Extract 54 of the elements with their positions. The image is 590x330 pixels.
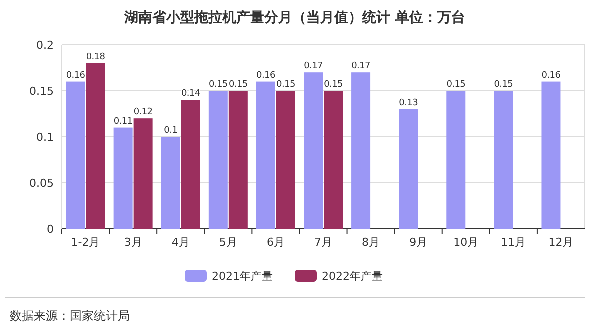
bar [446,91,466,229]
x-tick-label: 1-2月 [71,236,100,249]
source-note: 数据来源：国家统计局 [10,309,130,323]
bar [181,100,200,229]
data-label: 0.16 [542,70,562,81]
data-label: 0.13 [399,98,418,108]
bar [304,72,323,229]
data-label: 0.15 [208,80,228,90]
data-label: 0.15 [324,80,343,90]
data-label: 0.14 [181,89,201,100]
data-label: 0.15 [228,80,248,90]
x-tick-label: 11月 [501,236,526,249]
legend-label: 2021年产量 [212,270,273,283]
bar [276,91,296,229]
bar [161,137,180,229]
data-label: 0.12 [134,108,153,118]
x-tick-label: 10月 [454,236,479,249]
y-tick-label: 0.2 [36,39,54,52]
data-label: 0.15 [276,80,296,90]
bar [352,72,371,229]
x-tick-label: 3月 [124,236,142,249]
data-label: 0.17 [304,62,323,72]
bar [134,118,153,229]
bar [542,82,561,229]
x-tick-label: 4月 [172,236,190,249]
data-label: 0.1 [164,126,178,136]
bar [324,91,343,229]
x-tick-label: 9月 [410,236,428,249]
data-label: 0.15 [494,80,514,90]
bar [494,91,514,229]
x-tick-label: 12月 [548,236,574,249]
x-tick-label: 5月 [219,236,238,249]
legend-label: 2022年产量 [322,270,383,283]
y-tick-label: 0.1 [36,131,54,144]
bar [256,82,276,229]
bar [86,63,106,229]
bar [66,82,86,229]
data-label: 0.16 [66,70,86,81]
y-tick-label: 0.15 [30,85,54,98]
bar [114,128,133,229]
chart-title: 湖南省小型拖拉机产量分月（当月值）统计 单位：万台 [124,9,466,26]
bar [228,91,248,229]
data-label: 0.18 [86,52,106,62]
bar [399,109,418,229]
y-tick-label: 0.05 [30,177,54,190]
data-label: 0.15 [446,80,466,90]
data-label: 0.17 [352,62,370,72]
y-tick-label: 0 [47,223,54,236]
x-tick-label: 6月 [266,236,285,249]
data-label: 0.16 [256,70,276,81]
bar [208,91,228,229]
x-tick-label: 7月 [314,236,332,249]
x-tick-label: 8月 [362,236,380,249]
data-label: 0.11 [114,116,133,127]
